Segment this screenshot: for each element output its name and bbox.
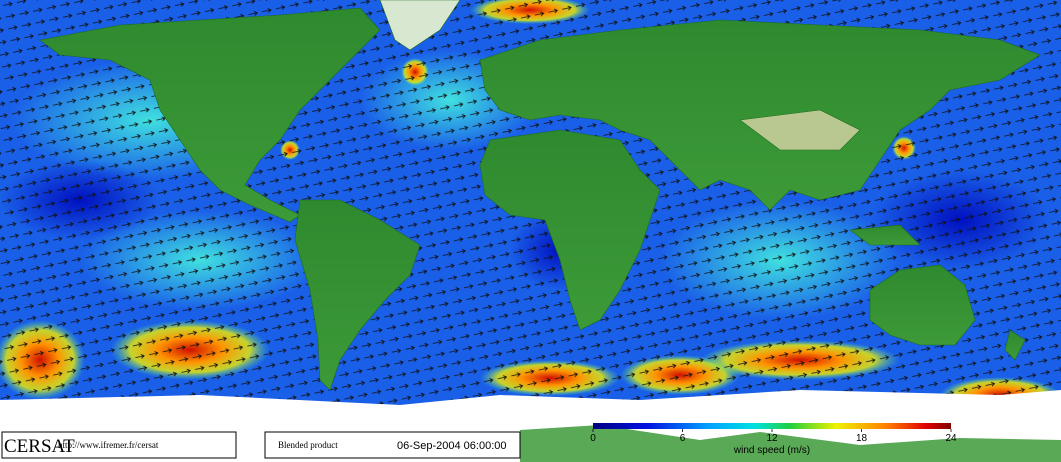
logo-box: [1, 431, 237, 459]
antarctic-terrain: [520, 425, 1061, 462]
continents: [39, 0, 1041, 391]
timestamp: 06-Sep-2004 06:00:00: [397, 440, 506, 452]
product-box: [264, 431, 521, 459]
colorbar-tick-label: 24: [945, 433, 957, 444]
logo: CERSAT: [4, 436, 75, 457]
colorbar-label: wind speed (m/s): [733, 445, 810, 456]
colorbar-tick-label: 6: [680, 433, 686, 444]
colorbar-tick-label: 0: [590, 433, 596, 444]
colorbar-tick-label: 18: [856, 433, 868, 444]
url: http://www.ifremer.fr/cersat: [58, 440, 159, 450]
colorbar: [593, 423, 951, 429]
colorbar-tick-label: 12: [766, 433, 778, 444]
product: Blended product: [278, 440, 338, 450]
